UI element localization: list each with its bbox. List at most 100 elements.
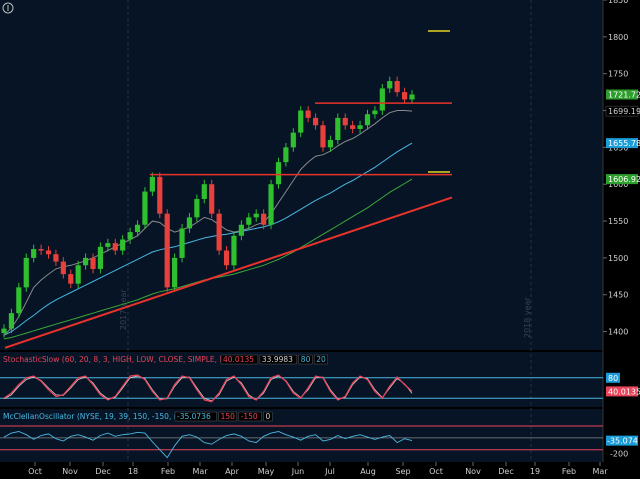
candle-body	[246, 217, 252, 225]
candle-body	[335, 117, 341, 140]
candle-body	[105, 243, 111, 247]
x-axis-label: Nov	[62, 467, 78, 476]
candle-body	[97, 246, 104, 269]
x-axis-label: Mar	[192, 467, 208, 476]
candle-body	[401, 92, 408, 100]
candle-body	[120, 239, 126, 251]
candle-body	[201, 184, 207, 199]
candle-body	[1, 328, 7, 334]
mcclellan-legend-box	[174, 411, 217, 422]
stochastic-level-tag-box	[606, 372, 620, 383]
mcclellan-line	[3, 431, 413, 459]
x-axis-label: Dec	[498, 467, 513, 476]
candle-body	[8, 313, 15, 329]
candle-body	[387, 81, 393, 89]
ma-mid-line	[3, 142, 413, 336]
mcclellan-y-tick: -200	[610, 450, 628, 459]
info-icon[interactable]	[2, 2, 14, 14]
candle-body	[409, 94, 415, 100]
candle-body	[216, 213, 222, 251]
period-marker-2018: 2018 year	[523, 297, 532, 338]
candle-body	[238, 224, 244, 236]
candle-body	[172, 257, 178, 288]
candle-body	[149, 176, 155, 192]
y-axis-tick-label: 1400	[608, 328, 628, 337]
x-axis-label: Aug	[360, 467, 376, 476]
y-axis-tick-label: 1750	[608, 70, 628, 79]
candle-body	[305, 110, 311, 118]
y-axis-tick-label: 1500	[608, 254, 628, 263]
candle-body	[231, 235, 237, 266]
stochastic-legend-value: 33.9983	[262, 355, 293, 364]
mcclellan-last-tag-box	[606, 435, 638, 446]
x-axis-label: Dec	[95, 467, 110, 476]
candle-body	[357, 125, 363, 129]
candle-body	[394, 81, 400, 93]
mcclellan-legend-value: -150	[241, 412, 258, 421]
period-marker-2017: 2017 year	[119, 289, 128, 330]
y-axis-tick-label: 1450	[608, 291, 628, 300]
candle-body	[90, 257, 96, 269]
candle-body	[127, 232, 133, 240]
candle-body	[157, 176, 163, 214]
candle-body	[350, 125, 356, 129]
candle-body	[275, 162, 282, 185]
candle-body	[342, 117, 348, 126]
x-axis-label: Feb	[562, 467, 576, 476]
candle-body	[16, 287, 22, 314]
mcclellan-legend-value: 0	[266, 412, 271, 421]
mcclellan-title: McClellanOscillator (NYSE, 19, 39, 150, …	[3, 412, 186, 421]
candle-body	[164, 213, 170, 288]
candle-body	[60, 261, 66, 275]
y-axis-tick-label: 1800	[608, 33, 628, 42]
candle-body	[179, 228, 185, 258]
candle-body	[23, 257, 29, 288]
candle-body	[327, 140, 333, 148]
mcclellan-legend-value: -35.0736	[177, 412, 211, 421]
price-tag-box	[606, 174, 638, 185]
x-axis-label: Oct	[429, 467, 443, 476]
x-axis-label: Jul	[324, 467, 335, 476]
ma-fast-line	[3, 110, 413, 336]
x-axis-label: Feb	[161, 467, 175, 476]
price-tag-box	[605, 105, 639, 117]
y-axis-tick-label: 1550	[608, 217, 628, 226]
candle-body	[312, 117, 319, 126]
stochastic-level-tag: 80	[608, 374, 618, 383]
candle-body	[38, 249, 44, 251]
candle-body	[75, 265, 81, 284]
trendline	[4, 196, 453, 349]
y-axis-tick-label: 1600	[608, 180, 628, 189]
candle-body	[320, 125, 326, 148]
candle-body	[53, 254, 59, 262]
candle-body	[290, 132, 296, 148]
x-axis-label: Mar	[592, 467, 608, 476]
price-tag-box	[606, 138, 638, 149]
candle-body	[283, 147, 289, 163]
candle-body	[223, 250, 230, 266]
x-axis-label: Oct	[28, 467, 42, 476]
stochastic-legend-box	[298, 354, 313, 365]
candle-body	[268, 184, 274, 225]
candle-body	[209, 184, 215, 214]
mcclellan-legend-box	[238, 411, 262, 422]
stochastic-legend-box	[220, 354, 259, 365]
candle-body	[112, 243, 118, 251]
stochastic-legend-value: 80	[301, 355, 311, 364]
mcclellan-legend-box	[218, 411, 237, 422]
candle-body	[142, 191, 148, 225]
candle-body	[186, 217, 193, 229]
x-axis-label: May	[258, 467, 275, 476]
y-axis-tick-label: 1850	[608, 0, 628, 5]
mcclellan-legend-value: 150	[221, 412, 236, 421]
candle-body	[194, 198, 200, 218]
stochastic-legend-box	[259, 354, 298, 365]
mcclellan-legend-box	[263, 411, 273, 422]
price-tag-label: 1606.92	[608, 175, 640, 184]
x-axis-label: Sep	[395, 467, 410, 476]
price-tag-box	[606, 89, 638, 100]
x-axis-label: 18	[128, 467, 138, 476]
x-axis-label: Jun	[291, 467, 305, 476]
candle-body	[253, 213, 259, 218]
